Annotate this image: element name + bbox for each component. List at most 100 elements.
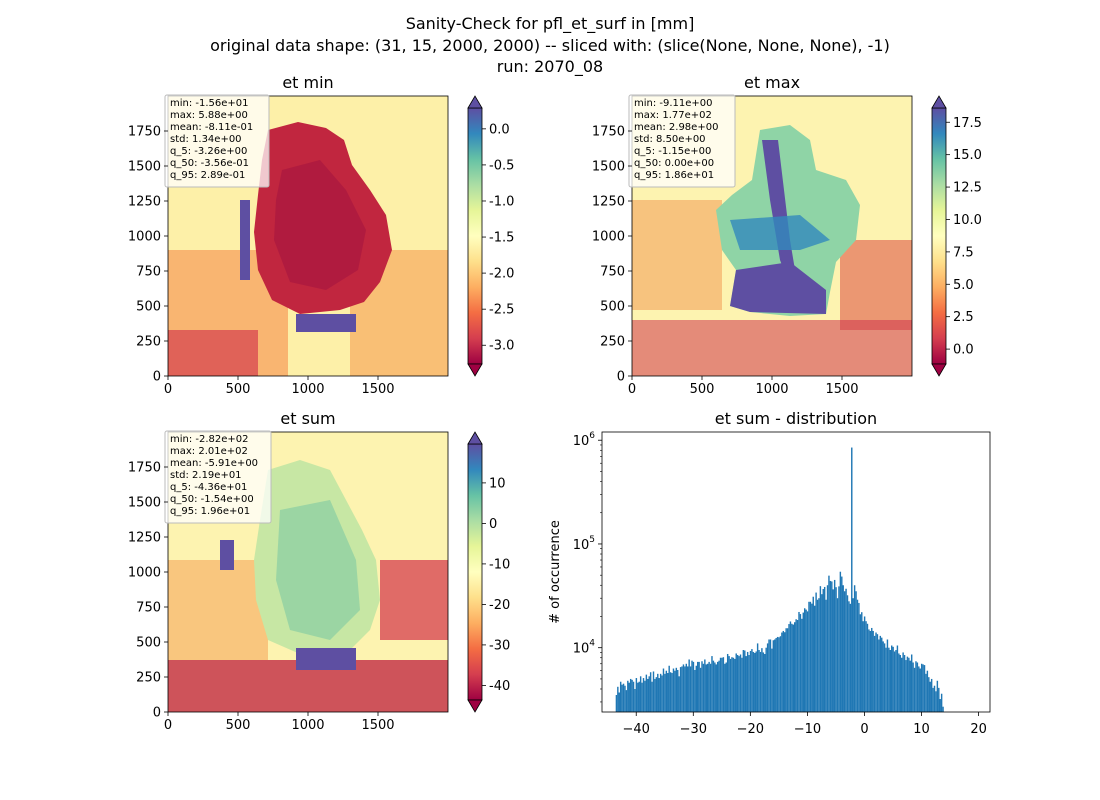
histogram-bar xyxy=(899,655,901,712)
heatmap-region-germany-mid xyxy=(730,215,830,250)
colorbar-tick-label: -0.5 xyxy=(489,158,514,173)
histogram-bar xyxy=(649,672,652,712)
y-tick-label: 500 xyxy=(136,300,161,315)
histogram-bar xyxy=(635,678,638,712)
colorbar-tick-label: 2.5 xyxy=(953,310,974,325)
stats-line: q_95: 1.86e+01 xyxy=(634,170,714,181)
colorbar-tick-label: 10 xyxy=(489,476,506,491)
histogram-bar xyxy=(791,623,793,712)
panel-title: et max xyxy=(744,73,800,92)
colorbar-ticks: -3.0 -2.5 -2.0 -1.5 -1.0 -0.5 0.0 xyxy=(482,122,514,354)
histogram-bar xyxy=(765,647,767,712)
histogram-bar xyxy=(842,585,844,712)
histogram-bar xyxy=(744,650,746,712)
y-axis-label: # of occurrence xyxy=(548,520,563,624)
colorbar-tick-label: 5.0 xyxy=(953,278,974,293)
histogram-bar xyxy=(872,630,874,712)
histogram-bar xyxy=(881,637,883,712)
histogram-bar xyxy=(908,657,910,712)
histogram-bar xyxy=(622,683,625,712)
histogram-bar xyxy=(768,639,770,712)
stats-line: q_95: 1.96e+01 xyxy=(170,506,250,517)
colorbar-tick-label: -2.5 xyxy=(489,303,514,318)
heatmap-regions xyxy=(632,125,912,376)
histogram-bar xyxy=(662,668,665,712)
histogram-bar xyxy=(803,608,806,712)
histogram-bar xyxy=(661,675,663,712)
histogram-bar xyxy=(819,586,822,712)
histogram-bar xyxy=(705,664,707,712)
histogram-bar xyxy=(642,678,645,712)
histogram-bar xyxy=(886,639,889,712)
y-tick-label: 1750 xyxy=(592,125,625,140)
histogram-bar xyxy=(639,676,642,712)
colorbar-extend-bottom xyxy=(467,363,483,377)
stats-line: max: 1.77e+02 xyxy=(634,110,712,121)
stats-box: min: -9.11e+00 max: 1.77e+02 mean: 2.98e… xyxy=(628,94,736,188)
histogram-bar xyxy=(714,662,716,712)
stats-line: mean: -5.91e+00 xyxy=(170,458,258,469)
y-tick-label: 1000 xyxy=(128,566,161,581)
histogram-bar xyxy=(853,585,856,712)
histogram-bar xyxy=(838,586,840,712)
histogram-bar xyxy=(926,670,929,712)
y-tick-label: 0 xyxy=(617,370,625,385)
histogram-bar xyxy=(873,635,876,712)
histogram-bar xyxy=(821,594,823,712)
stats-line: q_50: 0.00e+00 xyxy=(634,158,714,169)
stats-line: q_5: -3.26e+00 xyxy=(170,146,247,157)
histogram-bar xyxy=(828,575,830,712)
x-tick-label: 1000 xyxy=(291,382,324,397)
histogram-bar xyxy=(648,676,650,712)
histogram-bar xyxy=(771,648,773,712)
colorbar-tick-label: 12.5 xyxy=(953,181,982,196)
histogram-bar xyxy=(618,692,620,712)
heatmap-region-west-band xyxy=(220,540,234,570)
stats-line: mean: -8.11e-01 xyxy=(170,122,253,133)
histogram-bar xyxy=(776,636,779,712)
histogram-bar xyxy=(722,657,725,712)
colorbar-tick-label: -3.0 xyxy=(489,339,514,354)
histogram-bar xyxy=(883,643,886,712)
histogram-bar xyxy=(865,621,867,712)
heatmap-axes: 0 500 1000 1500 0 250 500 750 1000 1250 1500 1750 xyxy=(128,125,395,398)
stats-box-background xyxy=(164,430,272,524)
histogram-bar xyxy=(679,667,682,712)
histogram-bar xyxy=(916,662,919,712)
histogram-bar xyxy=(784,632,786,712)
histogram-bar xyxy=(806,611,809,712)
histogram-bar xyxy=(940,693,943,712)
histogram-bar xyxy=(702,663,705,712)
histogram-bar xyxy=(794,622,796,712)
histogram-bar xyxy=(741,657,743,712)
histogram-bar xyxy=(694,669,696,712)
figure-title-line-2: original data shape: (31, 15, 2000, 2000… xyxy=(210,36,890,55)
heatmap-region-germany-rivers xyxy=(762,140,820,312)
histogram-bar xyxy=(825,599,827,712)
colorbar-gradient xyxy=(467,443,483,701)
histogram-bar xyxy=(856,599,859,712)
histogram-bar xyxy=(774,639,776,712)
histogram-bar xyxy=(915,661,917,712)
stats-line: q_5: -1.15e+00 xyxy=(634,146,711,157)
y-tick-label: 250 xyxy=(600,335,625,350)
y-tick-label: 500 xyxy=(136,636,161,651)
histogram-bar xyxy=(682,664,685,712)
stats-line: q_95: 2.89e-01 xyxy=(170,170,245,181)
histogram-bar xyxy=(786,628,789,712)
histogram-bar xyxy=(925,673,927,712)
histogram-bar xyxy=(866,623,869,712)
y-tick-label: 1750 xyxy=(128,461,161,476)
panel-et-min: et min min: -1.56e+01 max: 5.88e+00 mean… xyxy=(128,73,514,397)
histogram-bar xyxy=(728,656,730,712)
x-tick-label: 1000 xyxy=(755,382,788,397)
stats-box-background xyxy=(628,94,736,188)
colorbar-tick-label: 10.0 xyxy=(953,213,982,228)
colorbar-tick-label: -1.5 xyxy=(489,231,514,246)
histogram-bar xyxy=(739,654,742,712)
histogram-bar xyxy=(818,598,820,712)
histogram-bar xyxy=(833,579,836,712)
histogram-bar xyxy=(928,677,930,712)
histogram-bar xyxy=(799,614,802,712)
